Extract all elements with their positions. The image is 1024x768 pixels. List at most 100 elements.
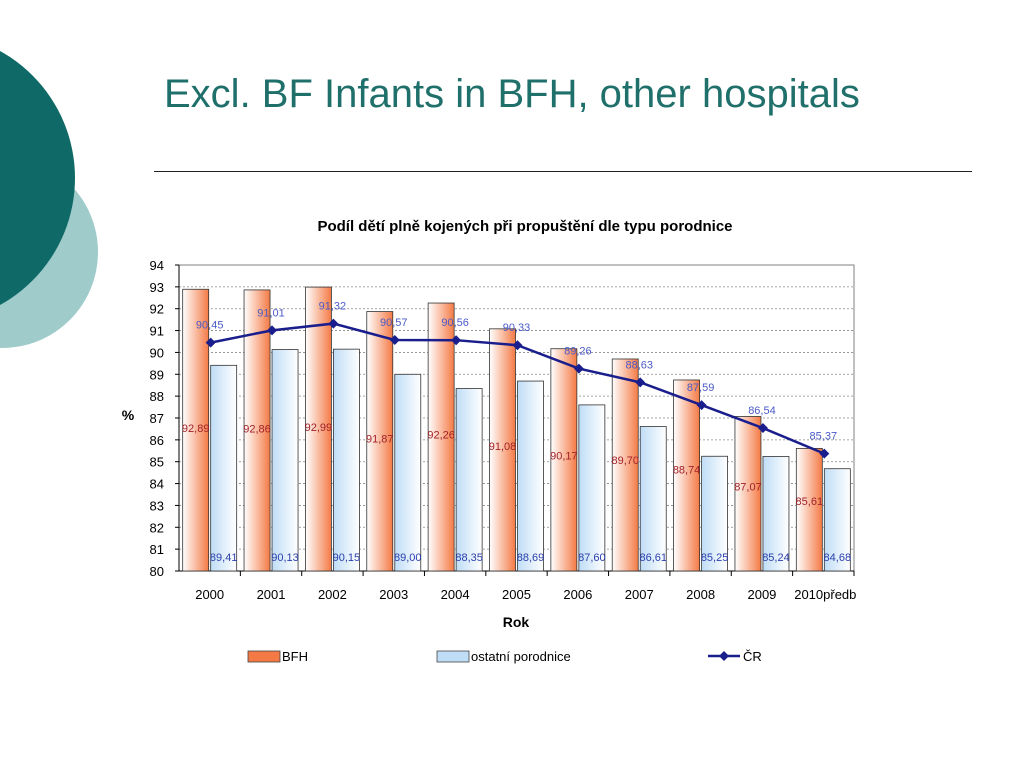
data-label-ostatni: 89,00 <box>394 552 422 564</box>
marker-cr <box>635 377 646 388</box>
data-label-cr: 89,26 <box>564 346 592 358</box>
data-label-ostatni: 90,15 <box>333 552 361 564</box>
y-tick-label: 91 <box>150 324 164 339</box>
data-label-bfh: 92,26 <box>427 429 455 441</box>
data-label-ostatni: 88,69 <box>517 552 545 564</box>
bar-ostatni <box>578 404 606 572</box>
data-label-cr: 88,63 <box>625 359 653 371</box>
data-label-bfh: 87,07 <box>734 481 762 493</box>
data-label-bfh: 90,17 <box>550 450 578 462</box>
bar-bfh <box>673 379 700 572</box>
marker-cr <box>205 337 216 348</box>
y-tick-label: 88 <box>150 389 164 404</box>
y-tick-label: 89 <box>150 367 164 382</box>
bar-bfh <box>734 416 762 572</box>
legend-marker-cr <box>719 651 729 661</box>
bar-bfh <box>489 328 516 572</box>
data-label-cr: 90,56 <box>441 317 469 329</box>
marker-cr <box>512 340 523 351</box>
x-tick-label: 2003 <box>379 587 408 602</box>
data-label-bfh: 92,89 <box>182 423 210 435</box>
bar-bfh <box>243 289 271 572</box>
marker-cr <box>267 325 278 336</box>
marker-cr <box>757 423 768 434</box>
data-label-cr: 87,59 <box>687 382 715 394</box>
plot-area: 80 81 82 83 84 85 86 87 88 89 90 91 92 93 94 2000 2001 20… <box>150 258 857 602</box>
bar-ostatni <box>394 373 422 572</box>
x-axis-label: Rok <box>503 614 530 630</box>
slide-decoration <box>0 51 98 348</box>
y-tick-label: 92 <box>150 302 164 317</box>
data-label-cr: 86,54 <box>748 405 776 417</box>
data-label-bfh: 91,87 <box>366 433 394 445</box>
data-label-ostatni: 89,41 <box>210 552 238 564</box>
bar-ostatni <box>210 364 238 572</box>
data-label-bfh: 88,74 <box>673 465 701 477</box>
x-tick-label: 2009 <box>747 587 776 602</box>
data-label-cr: 91,32 <box>319 301 347 313</box>
bar-bfh <box>550 348 578 572</box>
marker-cr <box>451 335 462 346</box>
bar-ostatni <box>639 426 667 572</box>
data-label-ostatni: 87,60 <box>578 552 606 564</box>
y-tick-label: 90 <box>150 345 164 360</box>
bar-ostatni <box>455 388 483 572</box>
bar-bfh <box>795 447 823 572</box>
data-label-ostatni: 85,25 <box>701 552 729 564</box>
bar-bfh <box>305 286 332 572</box>
marker-cr <box>573 363 584 374</box>
legend-label-bfh: BFH <box>282 649 308 664</box>
x-tick-label: 2004 <box>441 587 470 602</box>
legend-label-cr: ČR <box>743 649 762 664</box>
data-label-bfh: 92,86 <box>243 423 271 435</box>
marker-cr <box>696 400 707 411</box>
data-label-ostatni: 90,13 <box>271 552 299 564</box>
x-tick-label: 2005 <box>502 587 531 602</box>
y-tick-label: 80 <box>150 564 164 579</box>
data-label-ostatni: 85,24 <box>762 552 790 564</box>
data-label-cr: 90,33 <box>503 322 531 334</box>
y-tick-label: 82 <box>150 520 164 535</box>
x-tick-label: 2000 <box>195 587 224 602</box>
title-divider <box>154 171 972 172</box>
bar-bfh <box>427 302 455 572</box>
y-tick-label: 94 <box>150 258 164 273</box>
y-tick-label: 83 <box>150 498 164 513</box>
bar-ostatni <box>517 380 544 572</box>
y-axis-label: % <box>122 407 135 423</box>
data-label-ostatni: 88,35 <box>455 552 483 564</box>
bar-ostatni <box>271 349 299 572</box>
legend-swatch-bfh <box>247 650 281 663</box>
slide-title: Excl. BF Infants in BFH, other hospitals <box>164 72 860 116</box>
x-tick-label: 2010předb <box>794 587 856 602</box>
x-tick-label: 2006 <box>563 587 592 602</box>
x-tick-label: 2002 <box>318 587 347 602</box>
legend-label-ostatni: ostatní porodnice <box>471 649 571 664</box>
marker-cr <box>819 448 830 459</box>
bar-ostatni <box>823 468 851 572</box>
bar-ostatni <box>762 456 790 572</box>
y-tick-label: 85 <box>150 455 164 470</box>
data-label-cr: 90,57 <box>380 317 408 329</box>
data-label-bfh: 92,99 <box>305 422 333 434</box>
chart-title: Podíl dětí plně kojených při propuštění … <box>317 218 732 235</box>
y-tick-label: 86 <box>150 433 164 448</box>
x-tick-label: 2008 <box>686 587 715 602</box>
y-tick-label: 87 <box>150 411 164 426</box>
data-label-ostatni: 84,68 <box>824 552 852 564</box>
data-label-bfh: 91,08 <box>489 441 517 453</box>
x-tick-label: 2001 <box>257 587 286 602</box>
data-label-bfh: 85,61 <box>796 496 824 508</box>
bar-ostatni <box>701 455 728 572</box>
legend: BFH ostatní porodnice ČR <box>247 649 762 664</box>
data-label-cr: 85,37 <box>810 431 838 443</box>
bar-ostatni <box>333 348 360 572</box>
y-tick-label: 81 <box>150 542 164 557</box>
data-label-ostatni: 86,61 <box>639 552 667 564</box>
data-label-bfh: 89,70 <box>611 455 639 467</box>
decor-dark-circle <box>0 51 75 305</box>
data-label-cr: 91,01 <box>257 307 285 319</box>
marker-cr <box>328 318 339 329</box>
y-tick-label: 84 <box>150 477 164 492</box>
